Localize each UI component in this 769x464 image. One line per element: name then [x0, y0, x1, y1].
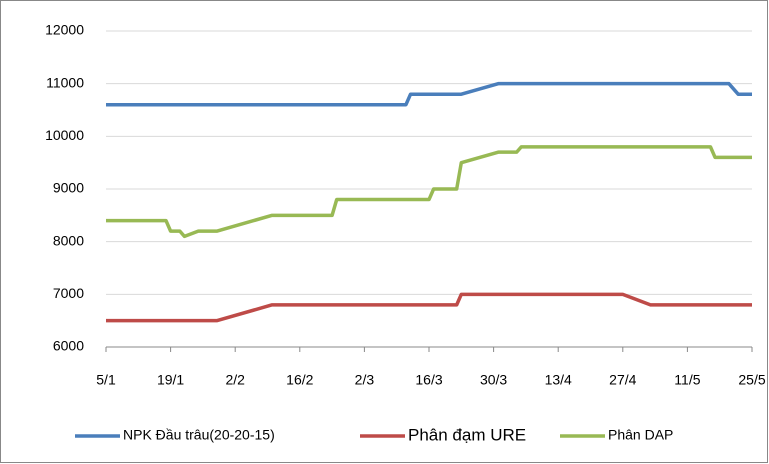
y-tick-label: 12000 [45, 22, 84, 38]
x-tick-label: 11/5 [674, 372, 700, 388]
x-tick-label: 13/4 [545, 372, 572, 388]
y-tick-label: 11000 [46, 74, 84, 90]
y-tick-label: 10000 [45, 127, 84, 143]
series-line [106, 292, 752, 323]
y-tick-label: 6000 [53, 338, 84, 354]
legend-label: NPK Đầu trâu(20-20-15) [123, 427, 275, 443]
legend-label: Phân đạm URE [408, 425, 526, 444]
y-tick-label: 8000 [53, 232, 84, 248]
x-tick-label: 30/3 [480, 372, 507, 388]
x-tick-label: 2/3 [355, 372, 375, 388]
series-line [106, 145, 752, 239]
series-line [106, 81, 752, 107]
legend-label: Phân DAP [608, 427, 673, 443]
x-tick-label: 16/3 [415, 372, 442, 388]
x-tick-label: 16/2 [286, 372, 313, 388]
x-tick-label: 27/4 [609, 372, 636, 388]
x-tick-label: 19/1 [157, 372, 184, 388]
y-tick-label: 9000 [53, 180, 84, 196]
x-tick-label: 5/1 [96, 372, 116, 388]
x-tick-label: 25/5 [738, 372, 765, 388]
y-tick-label: 7000 [53, 285, 84, 301]
x-tick-label: 2/2 [225, 372, 245, 388]
